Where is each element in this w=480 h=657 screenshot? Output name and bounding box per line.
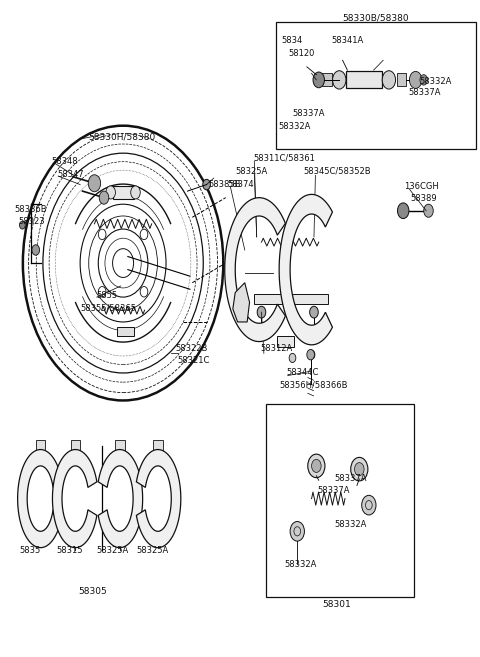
Circle shape (307, 350, 314, 360)
Circle shape (32, 245, 39, 255)
Circle shape (355, 463, 364, 476)
Bar (115, 440, 124, 452)
Circle shape (257, 306, 266, 318)
Text: 58344C: 58344C (287, 369, 319, 378)
Circle shape (203, 179, 210, 190)
Text: 58341A: 58341A (332, 36, 364, 45)
Text: 58301: 58301 (323, 600, 351, 609)
Text: 58322B: 58322B (176, 344, 208, 353)
Circle shape (397, 203, 409, 219)
Circle shape (424, 204, 433, 217)
Text: 58389: 58389 (410, 194, 436, 203)
Text: 58347: 58347 (58, 170, 84, 179)
Bar (266, 404, 414, 597)
Bar (346, 72, 382, 89)
Text: 58337A: 58337A (408, 89, 441, 97)
Text: 58325A: 58325A (96, 547, 129, 555)
Text: 58325A: 58325A (235, 167, 267, 176)
Text: 58325A: 58325A (136, 547, 168, 555)
Circle shape (382, 71, 396, 89)
Text: 136CGH: 136CGH (404, 182, 438, 191)
Bar (117, 327, 134, 336)
Text: 58305: 58305 (79, 587, 108, 596)
Circle shape (420, 75, 428, 85)
Text: 58332A: 58332A (284, 560, 317, 568)
Polygon shape (233, 283, 250, 322)
Polygon shape (279, 194, 333, 345)
Circle shape (310, 306, 318, 318)
Text: 58330B/58380: 58330B/58380 (343, 13, 409, 22)
Circle shape (99, 191, 109, 204)
Text: 58311C/58361: 58311C/58361 (253, 154, 315, 163)
Bar (254, 294, 328, 304)
Text: 58312A: 58312A (261, 344, 293, 353)
Text: 58386B: 58386B (15, 205, 48, 214)
Text: 58330H/58380: 58330H/58380 (89, 133, 156, 142)
Circle shape (289, 353, 296, 363)
Text: 58355/58365: 58355/58365 (80, 304, 136, 313)
Circle shape (308, 350, 315, 359)
Text: 58345C/58352B: 58345C/58352B (303, 167, 371, 176)
Bar (322, 74, 332, 87)
Circle shape (131, 186, 140, 199)
Circle shape (333, 71, 346, 89)
Polygon shape (136, 449, 181, 548)
Polygon shape (98, 449, 143, 548)
Circle shape (20, 221, 25, 229)
Text: 58332A: 58332A (335, 520, 367, 530)
Circle shape (88, 175, 101, 192)
Text: 58332A: 58332A (278, 122, 311, 131)
Text: 5835: 5835 (19, 547, 41, 555)
Bar (396, 74, 406, 87)
Text: 58337A: 58337A (292, 110, 324, 118)
Bar (153, 440, 163, 452)
Text: 58374: 58374 (227, 180, 254, 189)
Bar (277, 336, 294, 347)
Circle shape (311, 326, 317, 334)
Text: 5855: 5855 (97, 291, 118, 300)
Text: 58337A: 58337A (318, 486, 350, 495)
Bar (71, 440, 80, 452)
Circle shape (308, 454, 325, 478)
Text: 58385B: 58385B (208, 180, 240, 189)
Circle shape (409, 72, 422, 89)
Circle shape (259, 326, 264, 334)
Circle shape (362, 495, 376, 515)
Text: 58356H/58366B: 58356H/58366B (279, 380, 348, 389)
Polygon shape (18, 449, 62, 548)
Circle shape (106, 186, 116, 199)
Text: 58315: 58315 (56, 547, 83, 555)
Circle shape (290, 522, 304, 541)
Text: 58323: 58323 (18, 217, 45, 227)
Polygon shape (225, 198, 286, 342)
Text: 58321C: 58321C (177, 356, 209, 365)
Text: 58337A: 58337A (335, 474, 367, 484)
Text: 5834: 5834 (281, 36, 303, 45)
Polygon shape (52, 449, 97, 548)
Text: 58348: 58348 (51, 156, 78, 166)
Bar (276, 22, 476, 148)
Text: 58332A: 58332A (419, 77, 451, 85)
Bar (113, 186, 133, 199)
Circle shape (351, 457, 368, 481)
Circle shape (312, 459, 321, 472)
Text: 58120: 58120 (288, 49, 315, 58)
Circle shape (313, 72, 324, 88)
Bar (36, 440, 45, 452)
